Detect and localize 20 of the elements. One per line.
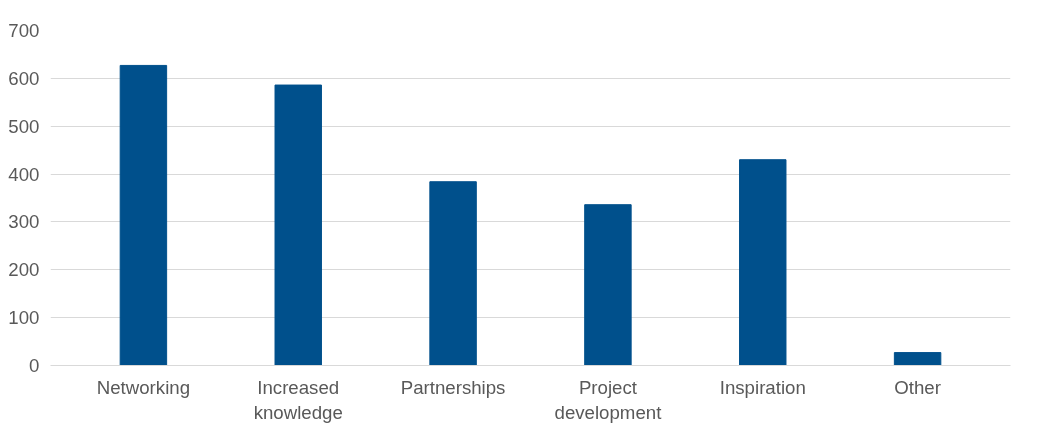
- x-tick-label: Inspiration: [719, 376, 806, 398]
- x-tick-label: Project development: [554, 376, 663, 423]
- y-tick-label: 100: [8, 307, 40, 329]
- bar: [893, 352, 942, 366]
- y-tick-label: 0: [29, 355, 40, 376]
- x-tick-label: Other: [894, 376, 941, 398]
- y-tick-label: 400: [8, 163, 40, 185]
- x-tick-label: Networking: [96, 376, 191, 398]
- bar: [274, 84, 322, 366]
- y-tick-label: 300: [8, 211, 40, 233]
- y-tick-label: 600: [8, 67, 40, 89]
- y-tick-label: 200: [8, 259, 40, 281]
- bar: [429, 181, 477, 366]
- x-tick-label: Partnerships: [400, 376, 506, 398]
- x-tick-label: Increased knowledge: [253, 376, 343, 423]
- y-tick-label: 500: [8, 115, 40, 137]
- bar: [119, 64, 168, 366]
- bar: [584, 204, 632, 366]
- bar: [739, 159, 787, 366]
- y-tick-label: 700: [8, 20, 40, 41]
